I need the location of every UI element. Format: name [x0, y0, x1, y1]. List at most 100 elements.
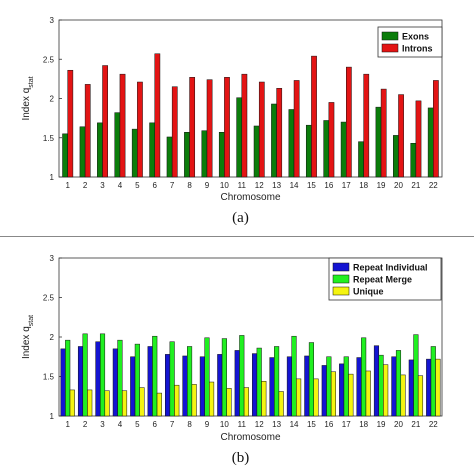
x-tick-label: 8	[187, 181, 192, 190]
bar	[221, 338, 227, 417]
bar	[121, 390, 128, 417]
bar	[365, 370, 371, 417]
bar	[286, 356, 292, 417]
bar	[346, 66, 352, 178]
chart-panel-b: 11.522.531 2 3 4 5 6 7 8 9 10 11 12 13 14 15 16 17 18 19 20…	[21, 254, 443, 466]
bar	[182, 355, 188, 417]
bar	[348, 373, 354, 417]
bar	[95, 341, 101, 417]
y-axis-label-subscript: stat	[28, 76, 35, 87]
bar	[326, 356, 332, 417]
bar	[156, 392, 162, 417]
bar	[321, 365, 327, 417]
bar	[361, 337, 367, 417]
x-tick-label: 9	[205, 181, 210, 190]
bar	[340, 121, 347, 178]
x-tick-label: 12	[255, 181, 264, 190]
x-tick-label: 19	[377, 181, 386, 190]
y-axis-label: Index qstat	[21, 76, 35, 120]
bar	[117, 339, 123, 417]
bar	[435, 358, 441, 417]
x-tick-label: 21	[411, 181, 420, 190]
bar	[408, 359, 414, 417]
bar	[258, 81, 265, 178]
x-tick-label: 18	[359, 420, 368, 429]
bar	[69, 389, 75, 417]
bar	[154, 53, 161, 178]
bar	[400, 374, 406, 417]
bar	[204, 337, 210, 417]
legend-label: Introns	[402, 44, 433, 54]
bar	[253, 125, 260, 178]
bar	[234, 350, 240, 417]
bar	[206, 79, 213, 178]
bar	[137, 81, 143, 178]
bar	[313, 378, 319, 417]
bar	[201, 130, 208, 178]
bar	[311, 55, 317, 178]
bar	[119, 73, 126, 178]
y-tick-label: 2.5	[43, 294, 55, 303]
bar	[296, 378, 302, 417]
bar	[67, 69, 74, 178]
figure-caption: (a)	[232, 210, 249, 226]
x-tick-label: 11	[238, 181, 247, 190]
bar	[398, 94, 404, 178]
bar	[130, 356, 136, 417]
x-tick-label: 17	[342, 181, 351, 190]
bar	[427, 107, 434, 178]
figure-caption: (b)	[232, 450, 250, 466]
bar	[308, 342, 314, 417]
x-tick-label: 1	[65, 181, 70, 190]
bar	[330, 371, 336, 417]
bar	[65, 339, 71, 417]
y-tick-label: 2	[50, 333, 55, 342]
y-tick-label: 1	[50, 412, 55, 421]
x-tick-label: 11	[238, 420, 247, 429]
bar	[413, 334, 419, 417]
x-tick-label: 4	[118, 181, 123, 190]
x-tick-label: 22	[429, 420, 438, 429]
bar	[256, 347, 262, 417]
bar	[102, 65, 108, 178]
bar	[271, 103, 277, 178]
y-tick-label: 1	[50, 173, 55, 182]
bar	[375, 106, 382, 178]
x-tick-label: 17	[342, 420, 351, 429]
bar	[276, 88, 283, 178]
x-tick-label: 10	[220, 420, 229, 429]
bar	[134, 343, 140, 417]
bar	[243, 387, 249, 417]
bar	[356, 357, 362, 417]
bar	[415, 100, 422, 178]
x-tick-label: 6	[153, 181, 158, 190]
bar	[339, 363, 345, 417]
y-tick-label: 1.5	[43, 373, 55, 382]
x-tick-label: 15	[307, 181, 316, 190]
bar	[199, 356, 205, 417]
bar	[305, 124, 312, 178]
legend-swatch	[332, 274, 350, 284]
x-tick-label: 16	[324, 420, 333, 429]
bar	[152, 335, 158, 417]
x-tick-label: 18	[359, 181, 368, 190]
legend-swatch	[332, 262, 350, 272]
bar	[393, 135, 399, 178]
bar	[131, 128, 138, 178]
bar	[252, 353, 258, 417]
x-tick-label: 9	[205, 420, 210, 429]
bar	[139, 387, 145, 417]
bar	[99, 333, 106, 417]
x-tick-label: 12	[255, 420, 264, 429]
x-tick-label: 20	[394, 420, 403, 429]
x-tick-label: 7	[170, 420, 175, 429]
bar	[112, 348, 118, 417]
y-axis-label-main: Index q	[21, 326, 32, 359]
bar	[147, 346, 153, 417]
legend-label: Unique	[353, 287, 384, 297]
x-tick-label: 1	[65, 420, 70, 429]
x-tick-label: 21	[411, 420, 420, 429]
bar	[417, 375, 424, 417]
bar	[171, 86, 178, 178]
